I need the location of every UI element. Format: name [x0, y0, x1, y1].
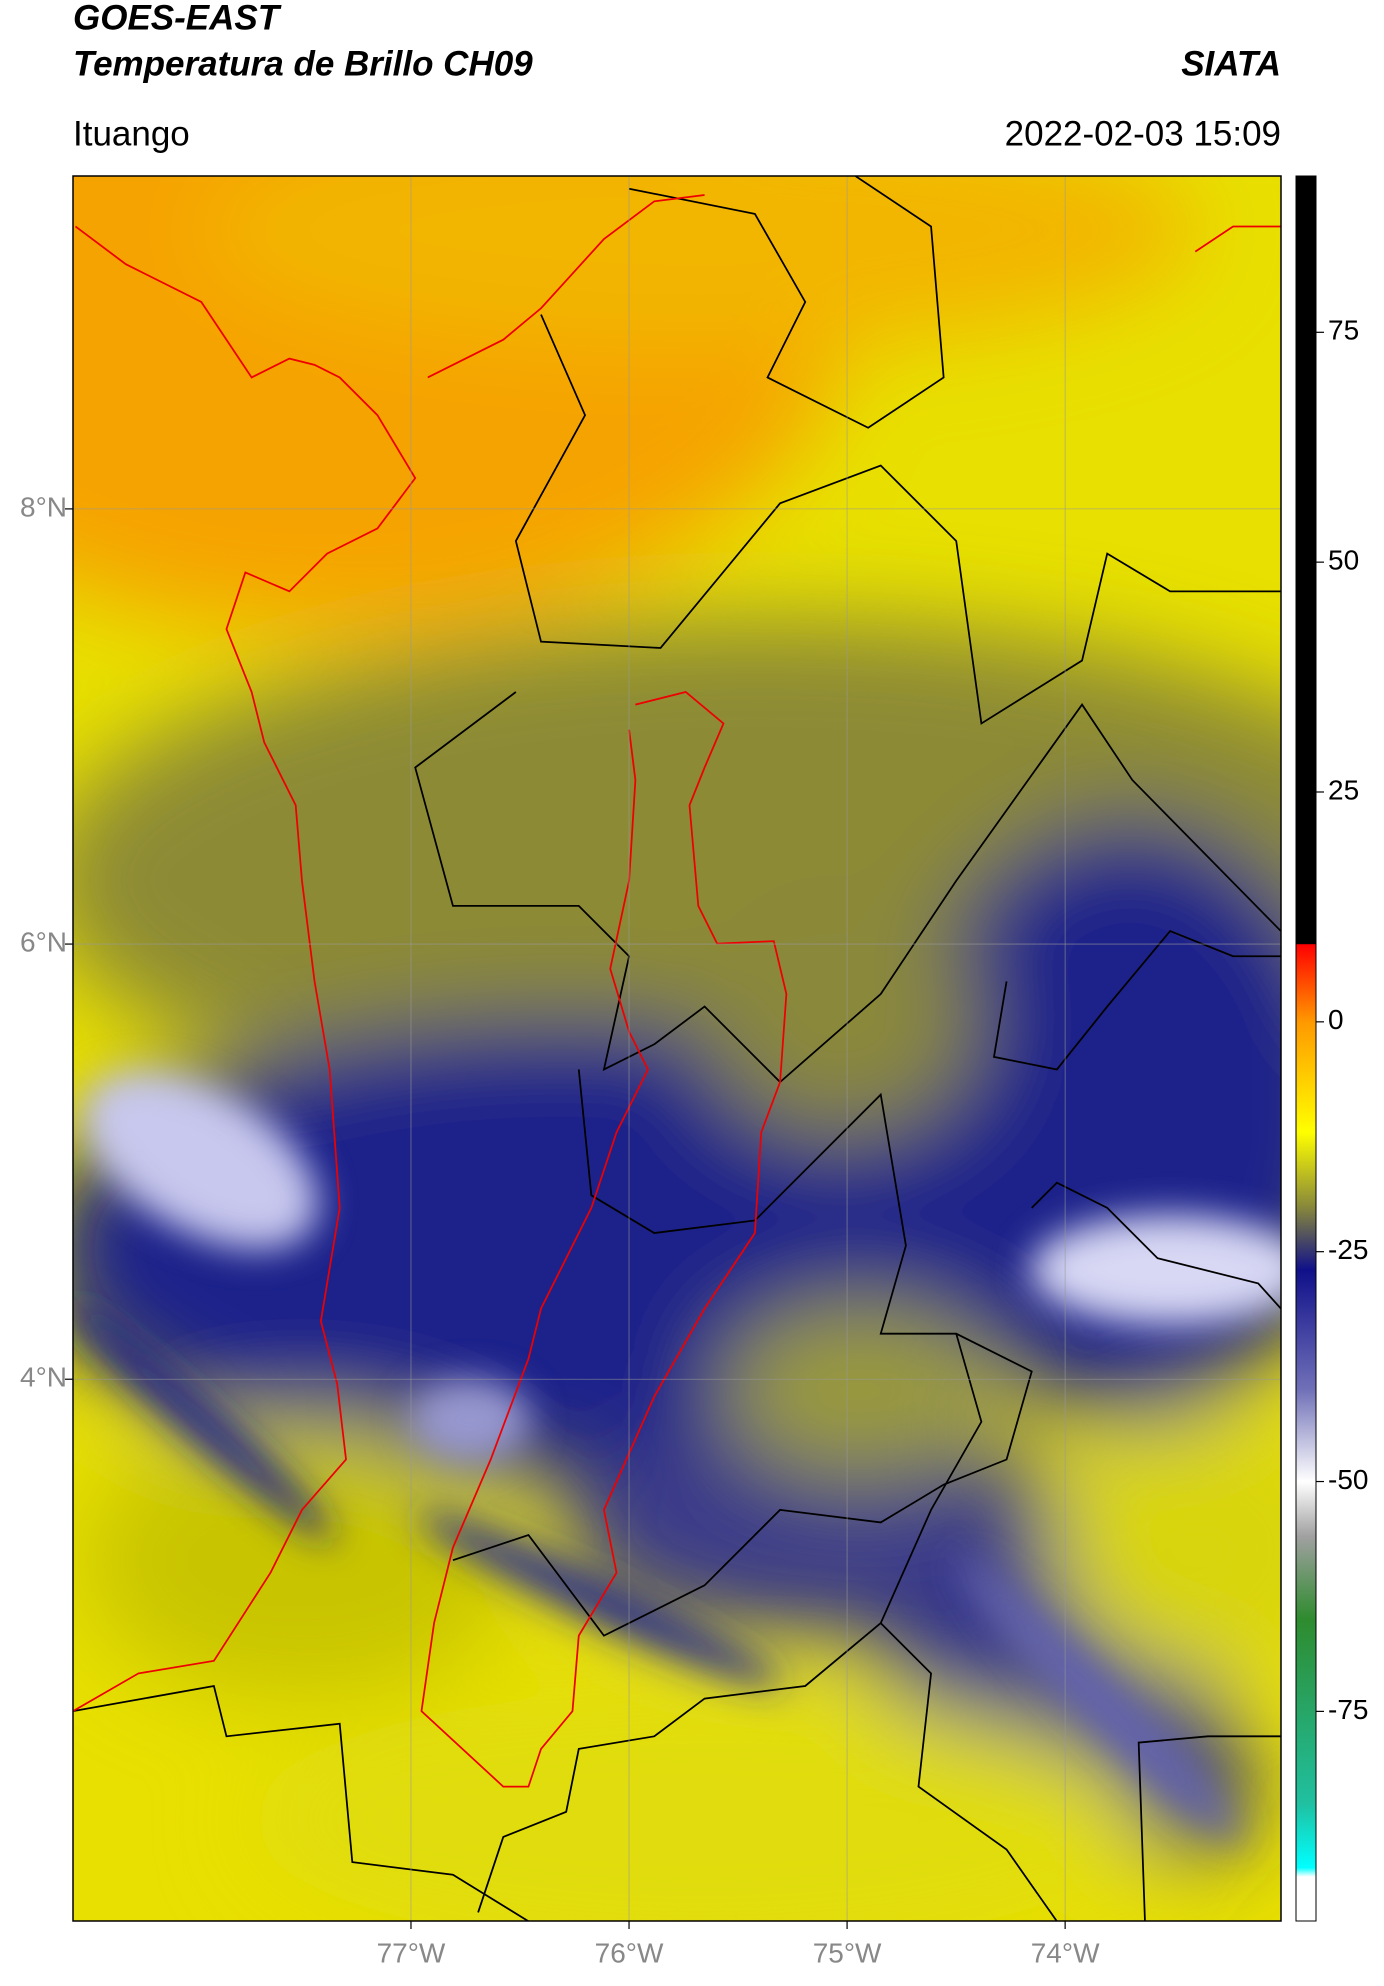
grid — [65, 176, 1281, 1929]
colorbar: -75 -50 -25 0 25 50 75 — [1295, 175, 1368, 1922]
x-tick-label: 76°W — [595, 1937, 664, 1968]
colorbar-tick-label: 0 — [1328, 1004, 1344, 1035]
borders — [73, 176, 1281, 1921]
x-tick-label: 77°W — [377, 1937, 446, 1968]
colorbar-tick-label: 50 — [1328, 545, 1359, 576]
x-tick-label: 74°W — [1031, 1937, 1100, 1968]
x-tick-label: 75°W — [813, 1937, 882, 1968]
colorbar-tick-label: -75 — [1328, 1694, 1368, 1725]
source: SIATA — [1181, 44, 1281, 83]
colorbar-tick-label: -50 — [1328, 1464, 1368, 1495]
colorbar-tick-label: 25 — [1328, 774, 1359, 805]
location: Ituango — [73, 114, 190, 153]
title: GOES-EAST — [73, 0, 282, 37]
datetime: 2022-02-03 15:09 — [1005, 114, 1281, 153]
y-tick-label: 8°N — [20, 491, 67, 522]
y-tick-label: 4°N — [20, 1362, 67, 1393]
y-tick-label: 6°N — [20, 926, 67, 957]
subtitle: Temperatura de Brillo CH09 — [73, 44, 533, 83]
colorbar-fill — [1295, 175, 1317, 1922]
colorbar-tick-label: -25 — [1328, 1234, 1368, 1265]
colorbar-tick-label: 75 — [1328, 315, 1359, 346]
map-frame — [72, 175, 1282, 1922]
